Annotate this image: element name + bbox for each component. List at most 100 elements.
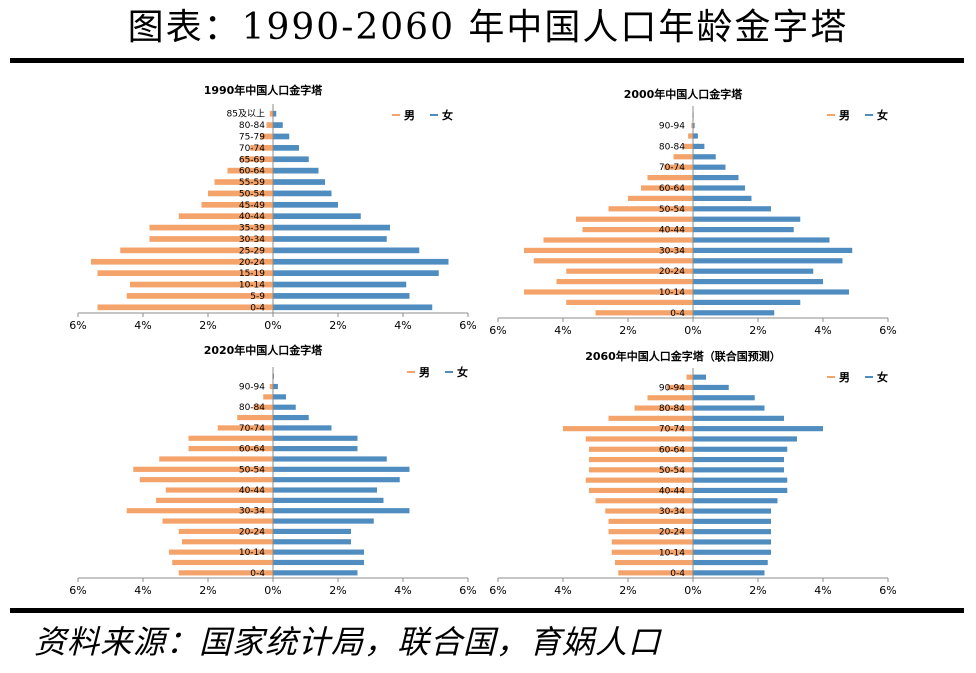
- legend-swatch-male: [827, 376, 835, 378]
- age-label: 10-14: [659, 548, 685, 558]
- bar-female-55-59: [273, 179, 325, 185]
- bar-male-55-59: [628, 195, 693, 201]
- bar-female-90-94: [693, 384, 729, 391]
- bar-male-30-34: [605, 508, 693, 514]
- age-label: 60-64: [659, 445, 685, 455]
- legend-swatch-male: [827, 114, 835, 116]
- x-tick-label: 6%: [489, 324, 506, 337]
- legend: 男女: [407, 365, 468, 379]
- bar-female-75-79: [693, 154, 716, 160]
- bar-female-55-59: [273, 456, 387, 462]
- pyramid-chart-2000: 2000年中国人口金字塔男女 0-4 10-14 20-24 30-34 40-44 50-…: [482, 78, 902, 348]
- bar-male-65-69: [647, 175, 693, 181]
- bar-female-10-14: [273, 549, 364, 555]
- x-tick-label: 6%: [879, 584, 896, 597]
- x-tick-label: 6%: [69, 584, 86, 597]
- bar-female-85-89: [693, 133, 698, 139]
- bar-male-90-94: [269, 383, 273, 390]
- x-tick-label: 4%: [554, 584, 571, 597]
- bar-female-55-59: [693, 195, 752, 201]
- bar-male-25-29: [608, 518, 693, 524]
- bar-male-30-34: [149, 236, 273, 242]
- legend-swatch-female: [865, 114, 873, 116]
- legend-label-male: 男: [404, 109, 415, 122]
- bar-female-50-54: [693, 467, 784, 473]
- bar-female-5-9: [693, 299, 801, 305]
- age-label: 70-74: [659, 425, 685, 435]
- age-label: 85及以上: [227, 109, 265, 120]
- bar-male-85-89: [263, 394, 273, 400]
- bar-female-95+: [693, 374, 706, 380]
- bar-female-40-44: [693, 487, 788, 494]
- legend: 男女: [827, 370, 888, 384]
- age-label: 30-34: [659, 246, 685, 256]
- bar-male-20-24: [566, 268, 693, 274]
- bar-male-10-14: [611, 549, 693, 555]
- age-label: 40-44: [659, 226, 685, 236]
- x-tick-label: 2%: [619, 324, 636, 337]
- x-tick-label: 4%: [394, 319, 411, 332]
- bar-female-35-39: [273, 224, 390, 231]
- age-label: 70-74: [659, 163, 685, 173]
- x-tick-label: 0%: [264, 584, 281, 597]
- legend: 男女: [827, 108, 888, 122]
- bar-male-15-19: [611, 539, 693, 545]
- legend-swatch-female: [445, 371, 453, 373]
- bar-female-70-74: [273, 145, 299, 151]
- bar-male-25-29: [120, 247, 273, 254]
- bar-male-5-9: [126, 293, 273, 299]
- age-label: 45-49: [239, 201, 265, 211]
- bar-male-70-74: [250, 145, 273, 151]
- bar-male-45-49: [201, 201, 273, 208]
- x-tick-label: 4%: [814, 584, 831, 597]
- bar-female-25-29: [693, 258, 843, 264]
- bar-male-5-9: [615, 559, 693, 566]
- age-label: 20-24: [659, 267, 685, 277]
- bar-male-50-54: [208, 190, 273, 197]
- bar-female-60-64: [693, 446, 788, 452]
- bar-male-0-4: [178, 570, 273, 576]
- bar-female-0-4: [273, 304, 433, 311]
- legend: 男女: [392, 108, 453, 122]
- x-tick-label: 0%: [684, 324, 701, 337]
- bar-female-60-64: [273, 446, 358, 452]
- x-tick-label: 6%: [459, 584, 476, 597]
- age-label: 20-24: [659, 528, 685, 538]
- bar-male-0-4: [595, 310, 693, 316]
- bar-male-80-84: [634, 405, 693, 411]
- x-tick-label: 2%: [619, 584, 636, 597]
- age-label: 75-79: [239, 132, 265, 142]
- bar-female-65-69: [273, 156, 309, 163]
- age-label: 40-44: [659, 486, 685, 496]
- bar-female-85-89: [273, 394, 286, 400]
- bar-female-35-39: [693, 237, 830, 243]
- x-tick-label: 6%: [489, 584, 506, 597]
- bar-male-75-79: [260, 133, 273, 140]
- age-label: 10-14: [659, 288, 685, 298]
- chart-title: 2060年中国人口金字塔（联合国预测）: [585, 349, 781, 363]
- age-label: 60-64: [239, 167, 265, 177]
- pyramid-chart-2060: 2060年中国人口金字塔（联合国预测）男女 0-4 10-14 20-24 30-34 4…: [482, 342, 902, 608]
- bar-male-90-94: [691, 123, 693, 129]
- x-tick-label: 4%: [134, 319, 151, 332]
- bar-male-50-54: [589, 467, 693, 473]
- bar-female-30-34: [273, 508, 410, 514]
- bar-male-65-69: [188, 435, 273, 441]
- bar-female-70-74: [273, 425, 332, 431]
- age-label: 0-4: [670, 309, 685, 319]
- bar-male-55-59: [214, 179, 273, 185]
- bar-female-20-24: [693, 268, 814, 274]
- legend-label-male: 男: [419, 366, 430, 379]
- bar-female-20-24: [693, 529, 771, 535]
- age-label: 50-54: [659, 466, 685, 476]
- bar-male-30-34: [524, 247, 693, 253]
- x-tick-label: 0%: [684, 584, 701, 597]
- age-label: 0-4: [670, 569, 685, 579]
- legend-swatch-female: [430, 114, 438, 116]
- bar-male-10-14: [524, 289, 693, 295]
- age-label: 90-94: [659, 122, 685, 132]
- x-tick-label: 6%: [459, 319, 476, 332]
- bar-male-65-69: [585, 436, 693, 442]
- bar-male-35-39: [543, 237, 693, 243]
- bar-female-65-69: [273, 435, 358, 441]
